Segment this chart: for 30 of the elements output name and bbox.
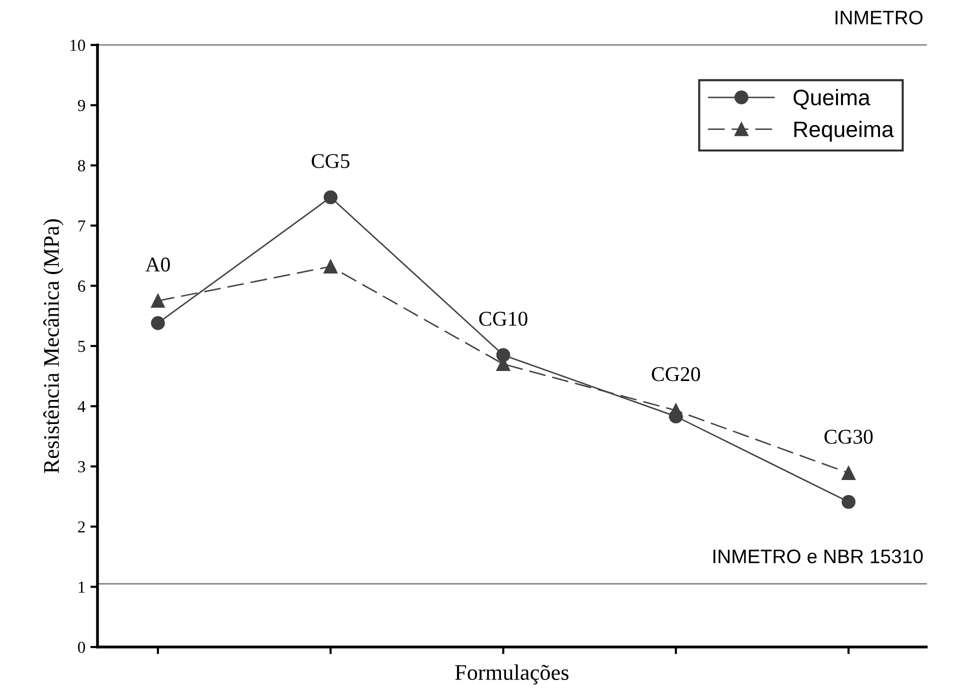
y-tick-label: 4 <box>78 401 86 412</box>
y-tick-label: 2 <box>78 521 85 532</box>
y-axis-title: Resistência Mecânica (MPa) <box>43 219 64 474</box>
x-tick-label: CG5 <box>312 154 350 168</box>
point <box>150 294 165 308</box>
point <box>150 316 165 330</box>
ref-line-label: INMETRO <box>836 10 923 24</box>
point <box>842 466 856 480</box>
x-tick-label: A0 <box>145 258 170 272</box>
point <box>842 494 856 509</box>
y-tick-label: 6 <box>78 280 86 292</box>
y-tick-label: 7 <box>78 220 86 232</box>
point <box>324 260 338 274</box>
ref-line-label: INMETRO e NBR 15310 <box>713 550 923 564</box>
y-tick-label: 5 <box>78 340 86 352</box>
x-tick-label: CG20 <box>652 367 700 382</box>
x-axis-title: Formulações <box>455 664 568 685</box>
legend-label: Requeima <box>794 120 894 142</box>
point <box>668 409 683 424</box>
y-tick-label: 10 <box>70 40 86 51</box>
y-tick-label: 9 <box>78 100 86 112</box>
y-tick-label: 0 <box>78 642 86 653</box>
point <box>496 348 510 362</box>
x-tick-label: CG30 <box>824 430 873 444</box>
legend-label: Queima <box>794 89 870 110</box>
x-tick-label: CG10 <box>479 312 528 326</box>
y-tick-label: 3 <box>78 461 86 472</box>
y-tick-label: 8 <box>78 160 86 172</box>
y-tick-label: 1 <box>78 582 85 593</box>
point <box>324 190 338 204</box>
